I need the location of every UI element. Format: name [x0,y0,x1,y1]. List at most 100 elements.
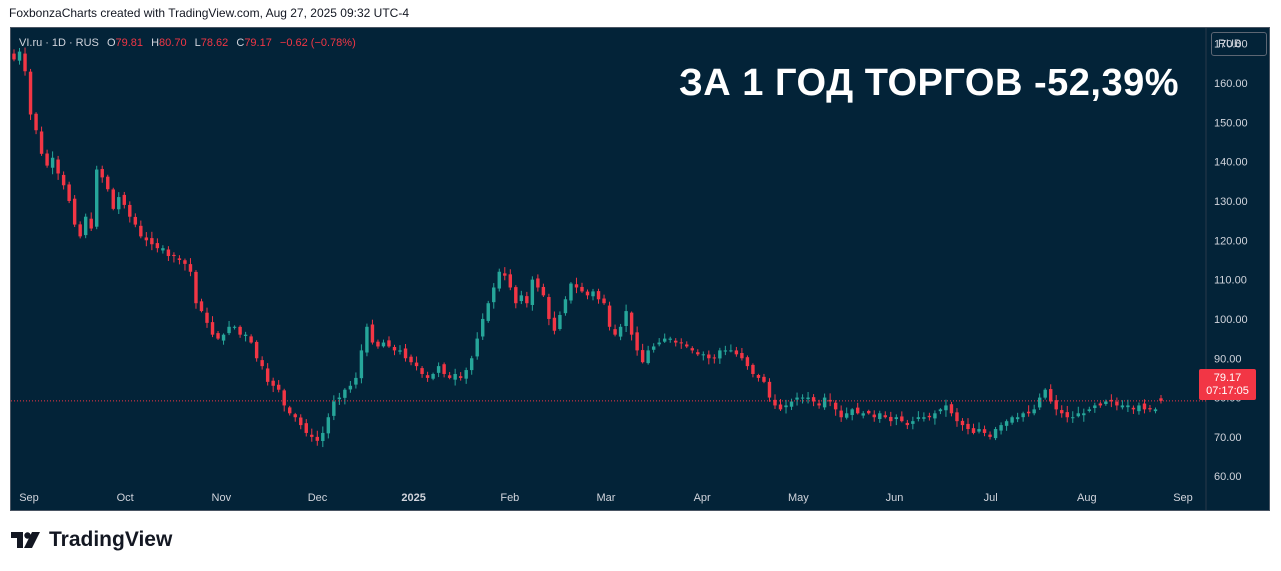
legend-symbol[interactable]: VI.ru [19,37,43,49]
y-tick-label: 110.00 [1214,275,1247,287]
candle-body [718,350,722,359]
candle-body [100,169,104,178]
candle-body [629,312,634,335]
candle-body [343,389,347,398]
candle-body [1159,398,1163,401]
candle-body [723,350,728,352]
candle-body [72,198,77,225]
candle-body [293,414,297,418]
candle-body [442,364,446,374]
candle-body [39,131,44,154]
candle-body [657,342,661,345]
chart-panel[interactable]: 170.00 160.00 150.00 140.00 130.00 120.00 110.… [10,27,1270,511]
candle-body [844,413,849,418]
candle-body [23,53,27,72]
candle-body [89,218,93,229]
candle-body [199,301,204,312]
candle-body [734,350,739,355]
candle-body [988,434,992,437]
candle-body [519,295,524,302]
candle-body [966,423,970,430]
candle-body [299,417,303,426]
candle-body [867,410,871,414]
candle-body [503,273,507,276]
candle-body [321,432,325,442]
candle-body [469,358,474,371]
candle-body [12,53,16,60]
candle-body [1137,405,1141,412]
tradingview-logo[interactable]: TradingView [11,528,172,552]
candle-body [260,360,264,367]
legend-close-label: C [236,37,245,49]
candle-body [536,278,540,288]
candle-body [911,421,915,424]
candle-body [122,194,126,205]
candle-body [640,350,645,363]
tradingview-logo-icon [11,532,40,548]
candle-body [249,336,253,343]
candle-body [276,384,281,390]
candle-body [740,353,744,359]
candle-body [971,428,976,433]
candle-body [144,237,149,241]
y-tick-label: 60.00 [1214,471,1242,483]
candle-body [651,346,656,350]
candle-body [1043,389,1047,398]
candle-body [376,341,380,347]
candle-body [1021,413,1025,418]
candle-body [271,380,275,386]
candle-body [133,216,138,225]
candle-body [216,333,220,339]
candle-body [194,271,198,304]
candle-body [83,216,88,236]
candle-body [960,420,965,426]
candle-body [635,332,639,351]
legend-interval[interactable]: 1D [51,37,66,49]
candle-body [332,401,336,416]
candle-body [977,429,981,432]
candle-body [1126,405,1130,408]
last-price-value: 79.17 [1213,372,1242,384]
candle-body [78,224,82,237]
candle-body [574,284,579,288]
candle-body [618,326,623,337]
y-tick-label: 90.00 [1214,353,1242,365]
x-tick-label: Apr [694,492,711,504]
candle-body [392,346,397,351]
candle-body [254,341,259,359]
currency-selector[interactable]: RUB [1211,32,1267,56]
x-tick-label: Jul [984,492,998,504]
candle-body [1010,417,1014,423]
candle-body [668,338,672,340]
candle-body [773,399,777,406]
candle-body [795,397,799,400]
candle-body [1032,409,1036,414]
x-tick-label: Aug [1077,492,1097,504]
y-tick-label: 100.00 [1214,314,1248,326]
candle-body [1104,401,1108,405]
candle-body [690,348,694,351]
candle-body [453,373,457,380]
candle-body [624,311,628,326]
candle-body [563,299,568,314]
candle-body [1131,407,1136,410]
x-tick-label: Mar [597,492,616,504]
candle-body [205,312,209,323]
candle-body [464,370,468,379]
candle-body [949,404,954,414]
candle-body [993,429,998,439]
candle-body [28,71,33,115]
candle-body [481,318,485,337]
symbol-legend: VI.ru · 1D · RUS O79.81 H80.70 L78.62 C79.17… [19,37,356,49]
candle-body [1060,410,1064,414]
candle-body [1109,399,1114,402]
candle-body [387,340,391,347]
candle-body [861,413,865,416]
candle-body [855,407,860,414]
x-tick-label: May [788,492,809,504]
candlestick-chart[interactable]: 170.00 160.00 150.00 140.00 130.00 120.00 110.… [11,28,1269,510]
candle-body [696,352,700,355]
y-tick-label: 150.00 [1214,117,1248,129]
bar-countdown: 07:17:05 [1206,385,1249,397]
x-tick-label: Sep [1173,492,1193,504]
